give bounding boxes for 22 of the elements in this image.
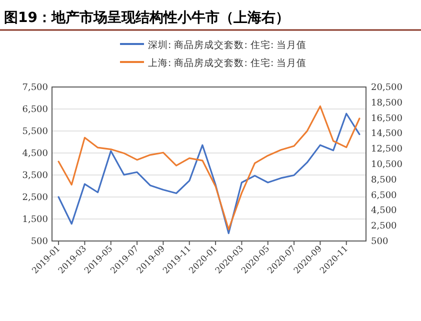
y-tick-label: 2,500: [22, 193, 48, 203]
y2-tick-label: 8,500: [371, 175, 398, 186]
y2-tick-label: 10,500: [371, 160, 403, 170]
y-tick-label: 500: [30, 237, 48, 247]
y-tick-label: 5,500: [22, 127, 48, 137]
y2-tick-label: 2,500: [371, 222, 398, 232]
y2-tick-label: 500: [371, 237, 388, 247]
y-tick-label: 7,500: [22, 83, 48, 93]
y2-tick-label: 4,500: [371, 206, 398, 216]
y2-tick-label: 16,500: [371, 114, 403, 124]
y2-tick-label: 18,500: [371, 98, 403, 108]
y2-tick-label: 20,500: [371, 83, 403, 93]
y-tick-label: 3,500: [22, 171, 48, 181]
y2-tick-label: 12,500: [371, 144, 403, 155]
y2-tick-label: 6,500: [371, 190, 398, 201]
legend-label: 深圳: 商品房成交套数: 住宅: 当月值: [148, 39, 307, 51]
y-tick-label: 6,500: [22, 105, 48, 115]
chart-title: 图19：地产市场呈现结构性小牛市（上海右）: [4, 9, 290, 26]
y-tick-label: 1,500: [22, 215, 48, 225]
y2-tick-label: 14,500: [371, 129, 403, 140]
y-tick-label: 4,500: [22, 149, 48, 159]
legend-label: 上海: 商品房成交套数: 住宅: 当月值: [148, 57, 307, 69]
